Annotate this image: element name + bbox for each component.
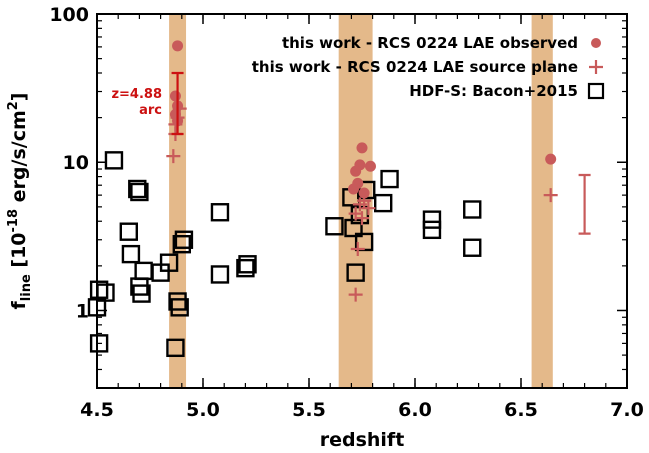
x-tick-label: 4.5 bbox=[80, 399, 114, 421]
bacon-2015-point bbox=[132, 284, 151, 303]
y-axis-title-sup: -18 bbox=[6, 209, 21, 233]
bacon-2015-point bbox=[168, 292, 187, 311]
legend: this work - RCS 0224 LAE observed this wo… bbox=[252, 34, 605, 100]
bacon-2015-point bbox=[172, 234, 192, 254]
y-tick-label: 100 bbox=[49, 4, 89, 26]
observed-point bbox=[358, 187, 370, 199]
legend-label: HDF-S: Bacon+2015 bbox=[409, 82, 578, 100]
bacon-2015-point bbox=[236, 258, 255, 278]
legend-label: this work - RCS 0224 LAE source plane bbox=[252, 58, 578, 76]
annotation-line-2: arc bbox=[139, 103, 162, 118]
y-axis-title-sup2: 2 bbox=[6, 101, 21, 110]
source-plane-point bbox=[350, 241, 365, 256]
error-bar bbox=[578, 173, 591, 235]
observed-point bbox=[169, 90, 181, 102]
source-plane-point bbox=[348, 287, 363, 302]
bacon-2015-point bbox=[170, 298, 189, 317]
source-plane-point bbox=[348, 206, 363, 221]
observed-point bbox=[172, 40, 184, 52]
axis-ticks: 4.5 5.0 5.5 6.0 6.5 7.0 1 10 100 bbox=[49, 4, 644, 421]
bacon-2015-point bbox=[128, 179, 147, 199]
annotation-line-1: z=4.88 bbox=[111, 87, 162, 102]
y-tick-label: 1 bbox=[76, 300, 89, 322]
observed-point bbox=[350, 165, 362, 177]
bacon-2015-point bbox=[89, 334, 109, 353]
plot-frame bbox=[96, 13, 628, 389]
bacon-2015-point bbox=[346, 263, 365, 282]
bacon-2015-point bbox=[121, 244, 141, 264]
bacon-2015-point bbox=[119, 222, 139, 241]
bacon-2015-point bbox=[344, 218, 363, 238]
bacon-2015-point bbox=[325, 217, 344, 236]
bacon-2015-point bbox=[238, 255, 257, 274]
bacon-2015-point bbox=[89, 280, 109, 299]
source-plane-point bbox=[166, 149, 181, 164]
y-axis-title-main: f bbox=[8, 300, 30, 309]
bacon-2015-point bbox=[463, 200, 482, 219]
bacon-2015-point bbox=[134, 261, 153, 281]
annotation: z=4.88 arc bbox=[111, 87, 162, 118]
x-tick-label: 5.5 bbox=[292, 399, 326, 421]
bacon-2015-point bbox=[159, 253, 179, 272]
bacon-2015-point bbox=[210, 265, 230, 284]
observed-point bbox=[356, 142, 368, 154]
observed-point bbox=[545, 153, 557, 165]
y-axis-title-rest2: erg/s/cm bbox=[8, 110, 30, 209]
bacon-2015-point bbox=[422, 210, 442, 229]
bacon-2015-point bbox=[166, 338, 185, 358]
redshift-band bbox=[169, 14, 187, 388]
bacon-2015-point bbox=[210, 203, 230, 222]
legend-observed-icon bbox=[591, 38, 601, 48]
bacon-2015-point bbox=[174, 230, 194, 249]
bacon-2015-point bbox=[380, 169, 399, 189]
x-tick-label: 6.0 bbox=[398, 399, 432, 421]
bacon-2015-point bbox=[130, 182, 149, 202]
data-points bbox=[87, 40, 591, 358]
y-axis-title-sub: line bbox=[19, 274, 34, 301]
error-bar bbox=[171, 71, 184, 136]
bacon-2015-point bbox=[463, 238, 482, 257]
y-axis-title: fline [10-18 erg/s/cm2] bbox=[6, 93, 34, 310]
redshift-band bbox=[531, 14, 553, 388]
axes bbox=[96, 13, 628, 389]
y-tick-label: 10 bbox=[63, 152, 89, 174]
y-axis-title-close: ] bbox=[8, 93, 30, 102]
x-tick-label: 6.5 bbox=[504, 399, 538, 421]
legend-label: this work - RCS 0224 LAE observed bbox=[282, 34, 578, 52]
x-axis-title: redshift bbox=[320, 429, 405, 451]
bacon-2015-point bbox=[104, 151, 124, 170]
bacon-2015-point bbox=[374, 193, 393, 213]
observed-point bbox=[348, 183, 360, 195]
x-tick-label: 7.0 bbox=[610, 399, 644, 421]
legend-bacon-icon bbox=[587, 82, 605, 100]
bacon-2015-point bbox=[422, 220, 442, 240]
x-tick-label: 5.0 bbox=[186, 399, 220, 421]
source-plane-point bbox=[361, 201, 376, 216]
observed-point bbox=[364, 160, 376, 172]
source-plane-point bbox=[543, 188, 558, 203]
legend-source-plane-icon bbox=[589, 60, 603, 74]
y-axis-title-rest: [10 bbox=[8, 232, 30, 274]
